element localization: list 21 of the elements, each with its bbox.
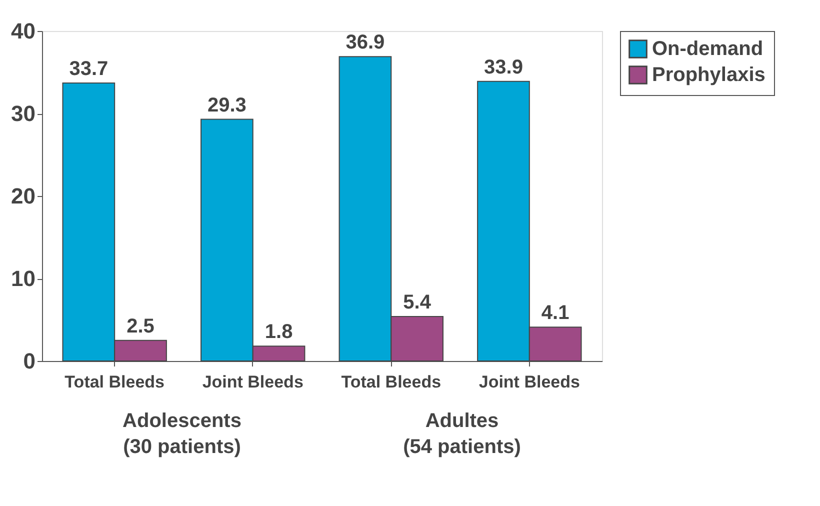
data-label: 1.8 (264, 321, 293, 344)
y-tick-label: 30 (11, 101, 36, 126)
y-tick-label: 20 (11, 184, 36, 208)
legend-label: On-demand (652, 38, 764, 60)
data-label: 33.9 (484, 56, 523, 78)
legend-label: Prophylaxis (652, 64, 766, 86)
data-label: 33.7 (69, 58, 108, 80)
text: Adultes (54 patients) (403, 410, 521, 458)
x-tick-label: Joint Bleeds (202, 372, 304, 392)
data-label: 36.9 (346, 32, 385, 54)
text: Adolescents (30 patients) (122, 410, 242, 458)
data-label: 4.1 (541, 302, 570, 324)
y-tick-label: 40 (11, 18, 36, 44)
x-tick-label: Total Bleeds (64, 372, 165, 392)
data-label: 5.4 (403, 291, 432, 314)
x-tick-label: Joint Bleeds (478, 372, 580, 392)
data-label: 29.3 (207, 94, 246, 116)
y-tick-label: 0 (23, 348, 36, 374)
x-tick-label: Total Bleeds (341, 372, 442, 392)
data-label: 2.5 (126, 315, 154, 338)
y-tick-label: 10 (11, 266, 36, 291)
